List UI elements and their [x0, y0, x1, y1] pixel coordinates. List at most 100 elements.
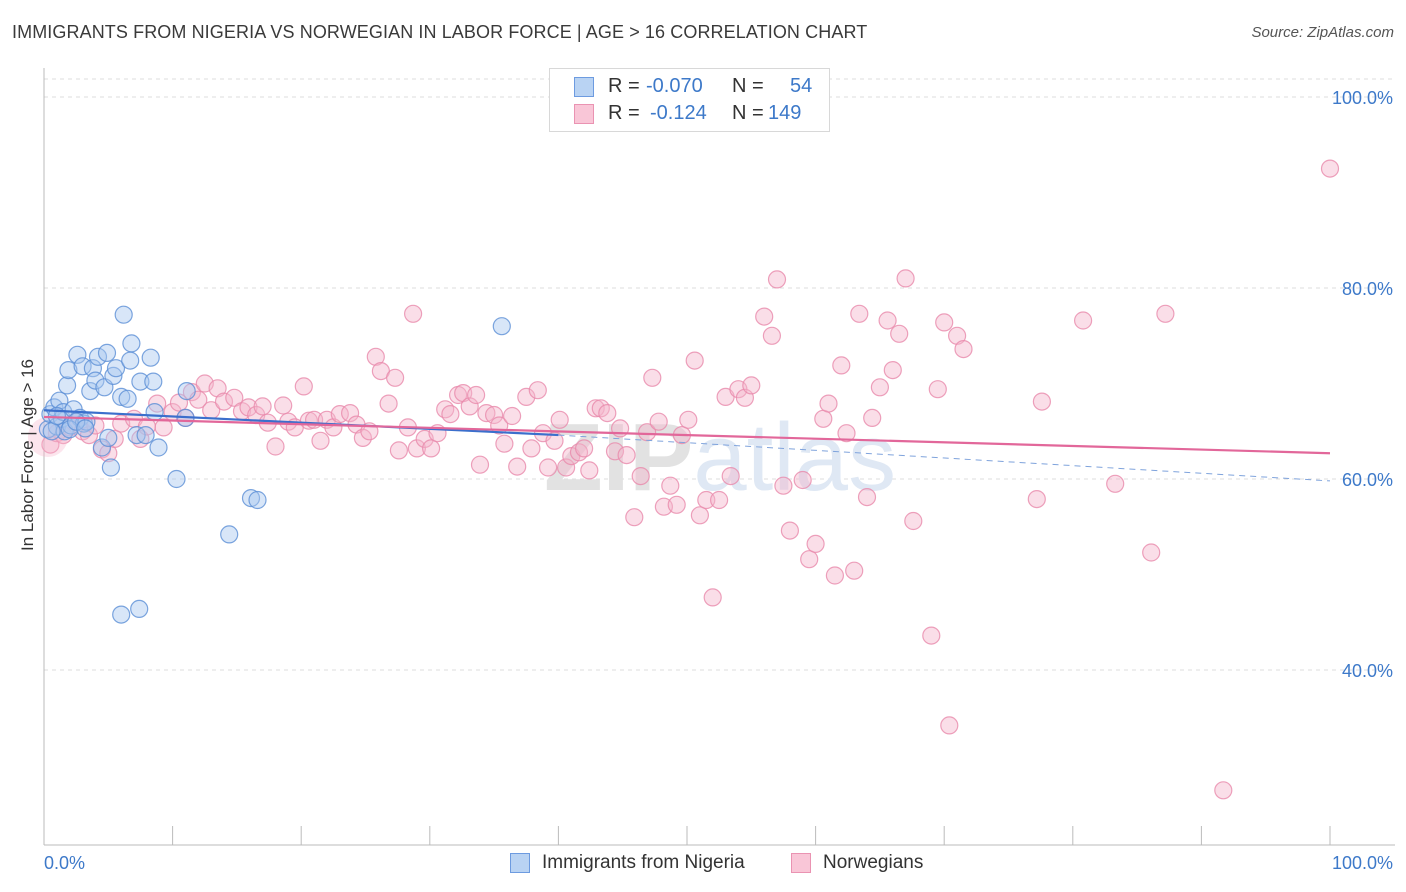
nigeria-trend-extension: [558, 434, 1331, 482]
data-point: [294, 377, 313, 396]
correlation-legend: R = -0.070 N = 54 R = -0.124 N = 149: [549, 68, 830, 132]
data-point: [1320, 159, 1340, 178]
data-point: [845, 561, 864, 580]
data-point: [928, 380, 947, 399]
data-point: [136, 426, 155, 445]
data-point: [870, 378, 890, 397]
data-point: [470, 455, 490, 474]
data-point: [97, 343, 117, 362]
data-point: [755, 307, 774, 326]
data-point: [1106, 474, 1125, 493]
data-point: [767, 270, 787, 289]
data-point: [57, 376, 77, 395]
data-point: [762, 326, 782, 345]
data-point: [121, 351, 140, 370]
watermark-atlas: atlas: [693, 404, 896, 511]
r-value: -0.124: [650, 102, 707, 124]
watermark: ZIPatlas: [544, 404, 896, 511]
data-point: [1032, 392, 1052, 411]
r-value: -0.070: [646, 75, 703, 97]
data-point: [814, 409, 833, 428]
data-point: [883, 361, 902, 380]
data-point: [149, 438, 168, 457]
data-point: [177, 382, 196, 401]
data-point: [59, 361, 78, 380]
data-point: [131, 372, 150, 391]
data-point: [709, 490, 729, 510]
data-point: [248, 490, 267, 510]
data-point: [422, 439, 441, 458]
data-point: [86, 416, 105, 435]
data-point: [679, 410, 698, 429]
data-point: [586, 399, 605, 418]
data-point: [806, 534, 825, 554]
data-point: [617, 446, 636, 465]
data-point: [141, 348, 160, 367]
x-tick-label: 100.0%: [1332, 853, 1393, 873]
data-point: [1142, 543, 1161, 562]
data-point: [904, 511, 923, 531]
data-point: [145, 403, 164, 422]
x-tick-label: 0.0%: [44, 853, 85, 873]
data-point: [467, 385, 486, 405]
data-point: [502, 406, 522, 426]
data-point: [625, 508, 644, 527]
data-point: [42, 422, 61, 441]
data-point: [631, 467, 650, 486]
data-point: [890, 324, 909, 343]
data-point: [556, 458, 576, 477]
data-point: [225, 388, 244, 407]
tick-label-layer: 40.0% 60.0% 80.0% 100.0% 0.0% 100.0%: [44, 88, 1393, 873]
r-label: R =: [608, 75, 640, 97]
data-point: [863, 408, 882, 427]
data-point: [742, 376, 761, 395]
norwegians-swatch: [574, 104, 594, 124]
data-point: [182, 383, 201, 402]
data-point: [896, 269, 915, 288]
data-point: [485, 405, 504, 425]
data-point: [50, 391, 69, 410]
data-point: [538, 458, 558, 477]
data-point: [774, 476, 793, 495]
data-point: [239, 398, 258, 417]
data-point: [81, 382, 100, 401]
data-point: [690, 506, 710, 525]
data-point: [214, 392, 234, 411]
data-point: [341, 404, 360, 423]
data-point: [101, 458, 121, 477]
data-point: [60, 420, 79, 439]
nigeria-swatch: [510, 853, 530, 873]
data-point: [92, 438, 112, 457]
chart-title: IMMIGRANTS FROM NIGERIA VS NORWEGIAN IN …: [12, 22, 868, 42]
data-point: [667, 495, 686, 514]
data-point: [643, 368, 662, 387]
data-point: [1214, 781, 1233, 800]
data-point: [922, 626, 941, 645]
data-point: [550, 410, 569, 429]
data-point: [441, 405, 460, 424]
data-point: [697, 490, 716, 510]
data-point: [220, 525, 239, 544]
data-point: [353, 428, 372, 447]
data-point: [954, 340, 973, 359]
data-point: [832, 356, 851, 375]
data-point: [41, 435, 60, 454]
data-point: [850, 304, 869, 323]
data-point: [935, 313, 954, 332]
n-label: N =: [732, 102, 764, 124]
data-point: [76, 419, 95, 438]
data-point: [460, 397, 479, 416]
data-point: [1073, 311, 1093, 330]
data-point: [68, 345, 87, 364]
data-point: [154, 418, 173, 437]
trend-layer: [43, 409, 1331, 482]
data-point: [857, 488, 877, 507]
data-point: [404, 304, 423, 323]
data-point: [793, 470, 812, 490]
data-point: [878, 311, 897, 330]
data-point: [800, 550, 819, 569]
data-point: [1027, 490, 1046, 509]
data-point: [517, 387, 536, 406]
data-point: [508, 457, 527, 476]
data-point: [118, 389, 137, 408]
